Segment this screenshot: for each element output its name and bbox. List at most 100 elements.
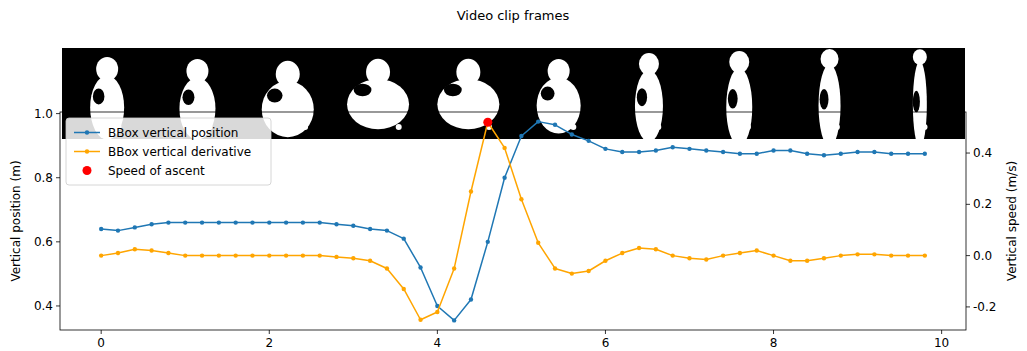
y2-tick [966, 255, 970, 256]
line-point [923, 151, 927, 155]
silhouette-blob [302, 124, 308, 130]
frame-silhouette [913, 49, 928, 147]
line-point [334, 222, 338, 226]
line-point [133, 247, 137, 251]
line-point [704, 257, 708, 261]
x-tick-label: 6 [602, 336, 610, 350]
plot-data [99, 118, 927, 323]
line-point [654, 247, 658, 251]
line-point [200, 253, 204, 257]
line-point [149, 222, 153, 226]
x-tick-label: 10 [934, 336, 949, 350]
line-point [906, 151, 910, 155]
line-point [233, 220, 237, 224]
silhouette-body [537, 78, 581, 134]
y2-tick-label: -0.2 [973, 300, 996, 314]
series-line [101, 122, 925, 321]
plot-frame [60, 112, 966, 330]
x-tick [101, 330, 102, 334]
x-tick [269, 330, 270, 334]
line-point [755, 151, 759, 155]
y-tick-label: 0.6 [34, 235, 53, 249]
line-point [889, 151, 893, 155]
line-point [670, 253, 674, 257]
y-axis-label: Vertical position (m) [9, 160, 23, 281]
line-point [553, 266, 557, 270]
line-point [301, 220, 305, 224]
line-point [385, 228, 389, 232]
series-line [101, 122, 925, 319]
x-tick [437, 330, 438, 334]
line-point [839, 253, 843, 257]
frame-silhouette [819, 49, 841, 146]
line-point [250, 253, 254, 257]
y-tick-label: 0.4 [34, 299, 53, 313]
line-point [855, 252, 859, 256]
line-point [452, 318, 456, 322]
silhouette-blob [745, 124, 751, 130]
y2-tick [966, 153, 970, 154]
legend-label: BBox vertical derivative [108, 145, 251, 159]
silhouette-gap [93, 88, 105, 104]
legend: BBox vertical position BBox vertical deri… [66, 118, 271, 185]
line-point [284, 253, 288, 257]
x-tick-label: 8 [770, 336, 778, 350]
line-point [822, 256, 826, 260]
line-point [687, 256, 691, 260]
line-point [805, 259, 809, 263]
x-tick [605, 330, 606, 334]
line-point [418, 318, 422, 322]
line-point [217, 220, 221, 224]
line-point [301, 253, 305, 257]
x-tick-label: 0 [97, 336, 105, 350]
silhouette-gap [182, 89, 194, 105]
line-point [536, 241, 540, 245]
line-point [637, 150, 641, 154]
silhouette-blob [922, 124, 928, 130]
frame-silhouette [437, 59, 499, 130]
silhouette-gap [913, 91, 920, 113]
y-tick [56, 113, 60, 114]
line-point [435, 310, 439, 314]
line-point [99, 253, 103, 257]
line-point [855, 150, 859, 154]
line-point [469, 297, 473, 301]
legend-swatch-marker [83, 166, 92, 175]
legend-label: Speed of ascent [108, 164, 205, 178]
line-point [687, 147, 691, 151]
line-point [603, 147, 607, 151]
line-point [183, 220, 187, 224]
silhouette-blob [396, 124, 402, 130]
y2-tick-label: 0.0 [973, 249, 992, 263]
line-point [519, 197, 523, 201]
line-point [133, 225, 137, 229]
line-point [402, 287, 406, 291]
silhouette-gap [267, 89, 283, 103]
line-point [368, 227, 372, 231]
y2-tick [966, 306, 970, 307]
silhouette-blob [570, 124, 576, 130]
line-point [654, 148, 658, 152]
line-point [805, 151, 809, 155]
line-point [267, 220, 271, 224]
y-tick [56, 177, 60, 178]
frame-silhouette [726, 51, 752, 146]
line-point [586, 269, 590, 273]
line-point [334, 255, 338, 259]
legend-box [66, 118, 271, 185]
line-point [788, 148, 792, 152]
line-point [116, 228, 120, 232]
silhouette-body [347, 79, 409, 129]
x-tick-label: 4 [434, 336, 442, 350]
legend-swatch-marker [85, 149, 89, 153]
background [0, 0, 1027, 351]
y2-tick-label: 0.2 [973, 197, 992, 211]
scatter-point [483, 118, 492, 127]
x-tick [941, 330, 942, 334]
line-point [502, 176, 506, 180]
line-point [200, 220, 204, 224]
legend-label: BBox vertical position [108, 126, 238, 140]
line-point [872, 252, 876, 256]
line-point [317, 220, 321, 224]
line-point [402, 236, 406, 240]
